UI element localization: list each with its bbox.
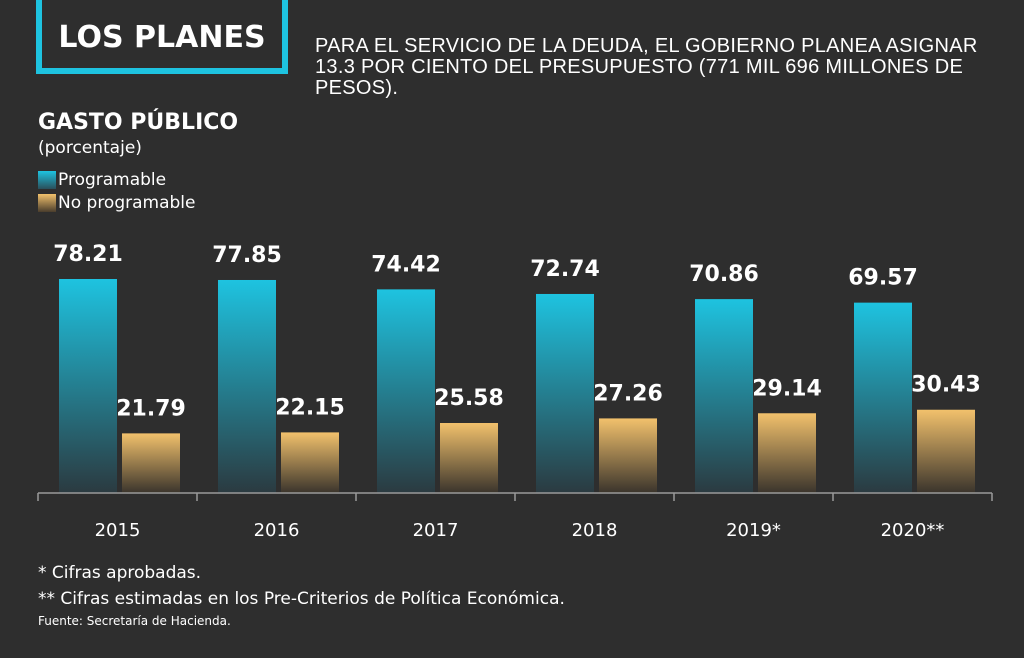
title-box: LOS PLANES xyxy=(36,0,288,74)
legend-item-programable: Programable xyxy=(38,168,195,191)
data-label-no-programable-4: 29.14 xyxy=(752,376,822,401)
bar-programable-2 xyxy=(377,289,435,493)
data-label-programable-5: 69.57 xyxy=(848,266,918,291)
x-tick-label-2: 2017 xyxy=(413,520,459,541)
x-tick-label-1: 2016 xyxy=(254,520,300,541)
bar-no-programable-5 xyxy=(917,409,975,493)
data-label-programable-2: 74.42 xyxy=(371,252,441,277)
bar-programable-3 xyxy=(536,293,594,493)
data-label-no-programable-2: 25.58 xyxy=(434,386,504,411)
legend-swatch-programable xyxy=(38,170,56,189)
bar-no-programable-1 xyxy=(281,432,339,493)
bar-programable-4 xyxy=(695,299,753,493)
legend-label-programable: Programable xyxy=(58,169,167,190)
bar-programable-0 xyxy=(59,279,117,493)
bar-no-programable-3 xyxy=(599,418,657,493)
x-tick-label-4: 2019* xyxy=(726,520,781,541)
page-title: LOS PLANES xyxy=(58,19,266,55)
legend-swatch-no-programable xyxy=(38,193,56,212)
bar-no-programable-2 xyxy=(440,423,498,493)
subtitle: PARA EL SERVICIO DE LA DEUDA, EL GOBIERN… xyxy=(315,35,978,99)
legend-label-no-programable: No programable xyxy=(58,192,196,213)
bar-programable-1 xyxy=(218,279,276,493)
data-label-programable-4: 70.86 xyxy=(689,262,759,287)
data-label-programable-3: 72.74 xyxy=(530,257,600,282)
data-label-no-programable-1: 22.15 xyxy=(275,395,345,420)
x-tick-label-5: 2020** xyxy=(881,520,945,541)
bar-programable-5 xyxy=(854,302,912,493)
data-label-no-programable-0: 21.79 xyxy=(116,396,186,421)
footnotes: * Cifras aprobadas. ** Cifras estimadas … xyxy=(38,560,565,628)
data-label-no-programable-5: 30.43 xyxy=(911,373,981,398)
data-label-programable-0: 78.21 xyxy=(53,242,123,267)
legend: Programable No programable xyxy=(38,168,195,214)
data-label-no-programable-3: 27.26 xyxy=(593,381,663,406)
footnote-estimated: ** Cifras estimadas en los Pre-Criterios… xyxy=(38,589,565,609)
footnote-approved: * Cifras aprobadas. xyxy=(38,563,202,583)
data-label-programable-1: 77.85 xyxy=(212,243,282,268)
bar-no-programable-4 xyxy=(758,413,816,493)
x-tick-label-0: 2015 xyxy=(95,520,141,541)
legend-item-no-programable: No programable xyxy=(38,191,195,214)
x-tick-label-3: 2018 xyxy=(572,520,618,541)
chart-unit: (porcentaje) xyxy=(38,138,142,158)
bar-no-programable-0 xyxy=(122,433,180,493)
source-note: Fuente: Secretaría de Hacienda. xyxy=(38,614,231,628)
chart-title: GASTO PÚBLICO xyxy=(38,110,239,135)
